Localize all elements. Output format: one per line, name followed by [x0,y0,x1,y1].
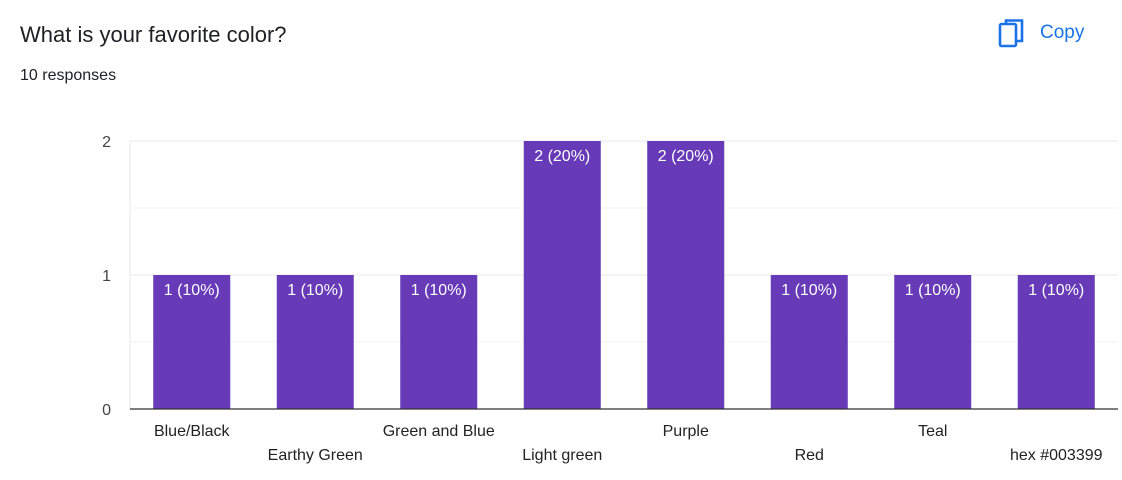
y-tick-label: 0 [102,402,111,419]
y-tick-label: 2 [102,134,111,151]
x-tick-label: hex #003399 [1010,447,1103,464]
response-count: 10 responses [20,67,117,84]
x-tick-label: Light green [522,447,602,464]
copy-icon [998,18,1024,48]
bar-data-label: 1 (10%) [411,282,467,299]
bar-data-label: 1 (10%) [1028,282,1084,299]
bar-data-label: 1 (10%) [164,282,220,299]
bar-data-label: 2 (20%) [534,148,590,165]
copy-label: Copy [1040,22,1085,43]
x-tick-label: Blue/Black [154,423,231,440]
bar[interactable] [153,275,231,409]
bar[interactable] [276,275,354,409]
bar[interactable] [400,275,478,409]
question-title: What is your favorite color? [20,22,287,47]
bar[interactable] [647,141,725,409]
bar-data-label: 1 (10%) [905,282,961,299]
labels-layer: 0 1 2 1 (10%) Blue/Black 1 (10%) Earthy Green 1… [102,134,1118,464]
bars-layer [153,141,1095,409]
bar-data-label: 2 (20%) [658,148,714,165]
copy-button[interactable]: Copy [990,14,1092,52]
bar[interactable] [894,275,972,409]
bar-data-label: 1 (10%) [287,282,343,299]
bar[interactable] [523,141,601,409]
bar[interactable] [770,275,848,409]
x-tick-label: Purple [663,423,709,440]
bar[interactable] [1017,275,1095,409]
bar-data-label: 1 (10%) [781,282,837,299]
x-tick-label: Earthy Green [268,447,363,464]
x-tick-label: Teal [918,423,947,440]
x-tick-label: Red [795,447,824,464]
x-tick-label: Green and Blue [383,423,495,440]
y-tick-label: 1 [102,268,111,285]
